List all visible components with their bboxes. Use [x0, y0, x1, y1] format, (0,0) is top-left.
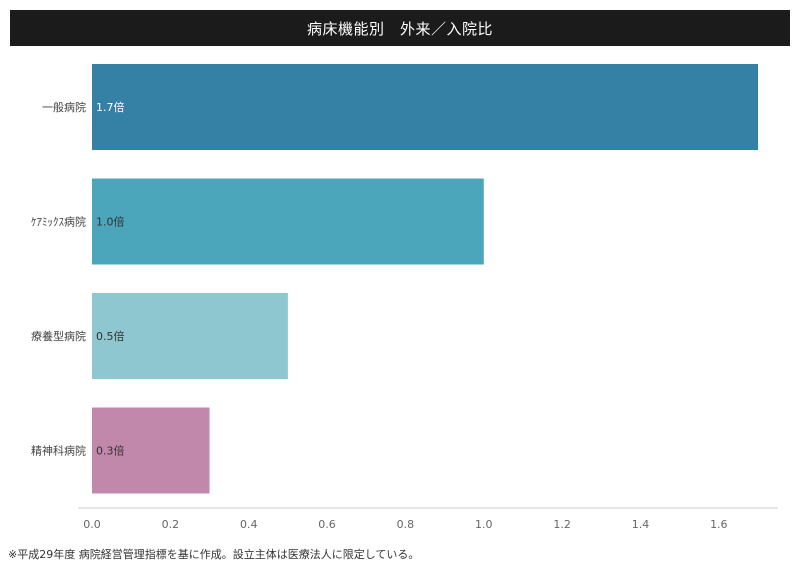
data-label: 0.5倍	[96, 329, 125, 343]
bar	[92, 293, 288, 379]
bar	[92, 178, 484, 265]
data-label: 0.3倍	[96, 444, 125, 458]
footnote: ※平成29年度 病院経営管理指標を基に作成。設立主体は医療法人に限定している。	[8, 548, 420, 561]
x-tick-label: 0.0	[83, 518, 101, 531]
x-tick-label: 0.8	[397, 518, 415, 531]
data-label: 1.7倍	[96, 100, 125, 114]
x-tick-label: 0.4	[240, 518, 258, 531]
x-tick-label: 1.6	[710, 518, 728, 531]
x-tick-label: 1.0	[475, 518, 493, 531]
x-tick-label: 0.2	[162, 518, 180, 531]
bar	[92, 64, 758, 150]
x-tick-label: 1.4	[632, 518, 650, 531]
category-label: 一般病院	[42, 100, 86, 114]
data-label: 1.0倍	[96, 215, 125, 229]
x-tick-label: 1.2	[553, 518, 571, 531]
category-label: 療養型病院	[31, 329, 86, 343]
category-label: ｹｱﾐｯｸｽ病院	[31, 215, 86, 229]
bar	[92, 407, 210, 494]
x-tick-label: 0.6	[318, 518, 336, 531]
chart-title: 病床機能別 外来／入院比	[10, 10, 790, 46]
category-label: 精神科病院	[31, 444, 86, 458]
